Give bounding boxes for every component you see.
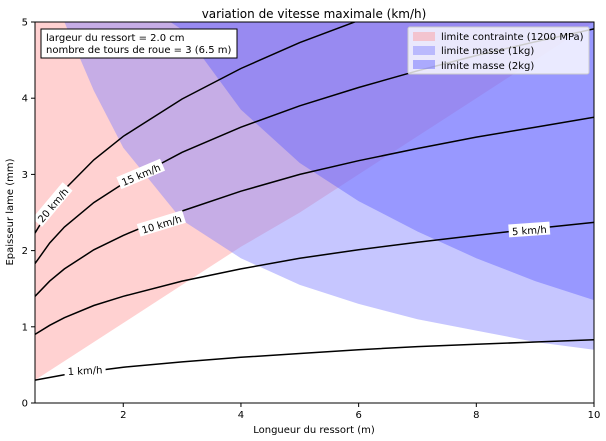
x-tick-label-10: 10 (588, 410, 601, 421)
legend-label-masse-1kg: limite masse (1kg) (441, 46, 534, 57)
annotation-line-1: largeur du ressort = 2.0 cm (46, 33, 185, 44)
legend-label-masse-2kg: limite masse (2kg) (441, 61, 534, 72)
contour-label-1: 1 km/h (67, 365, 102, 378)
x-tick-label-6: 6 (355, 410, 361, 421)
y-tick-label-0: 0 (22, 399, 28, 410)
contour-label-bg-3 (136, 210, 186, 237)
region-2 (64, 22, 594, 350)
annotation-frame (40, 28, 238, 59)
contour-line-2 (35, 221, 594, 336)
legend-frame (407, 26, 590, 75)
y-tick-label-4: 4 (22, 94, 28, 105)
legend-label-contrainte: limite contrainte (1200 MPa) (441, 32, 584, 43)
x-tick-label-8: 8 (473, 410, 479, 421)
chart-title: variation de vitesse maximale (km/h) (202, 7, 427, 21)
x-axis-title: Longueur du ressort (m) (253, 425, 375, 436)
contour-label-group-1: 1 km/h (64, 362, 106, 378)
x-tick-label-2: 2 (120, 410, 126, 421)
legend-swatch-contrainte (413, 32, 435, 41)
contour-label-group-2: 5 km/h (508, 221, 551, 238)
x-tick-label-4: 4 (238, 410, 244, 421)
contour-line-3 (35, 116, 594, 297)
legend-swatch-masse-1kg (413, 46, 435, 55)
contour-label-bg-1 (64, 362, 106, 378)
legend-swatch-masse-2kg (413, 60, 435, 69)
region-3 (170, 22, 594, 301)
plot-frame (34, 21, 595, 404)
contour-label-bg-2 (508, 221, 551, 238)
x-axis: 2 4 6 8 10 (120, 403, 600, 421)
region-1 (35, 22, 594, 381)
y-tick-label-2: 2 (22, 246, 28, 257)
contour-label-2: 5 km/h (512, 225, 547, 238)
annotation-line-2: nombre de tours de roue = 3 (6.5 m) (46, 45, 232, 56)
contour-label-bg-4 (116, 158, 166, 190)
plot-background (35, 22, 594, 403)
plot-area: 1 km/h5 km/h10 km/h15 km/h20 km/h (35, 22, 594, 403)
y-axis-title: Epaisseur lame (mm) (5, 158, 16, 265)
contour-label-bg-5 (35, 182, 73, 227)
legend: limite contrainte (1200 MPa) limite mass… (407, 26, 590, 75)
y-tick-label-1: 1 (22, 322, 28, 333)
annotation-box: largeur du ressort = 2.0 cm nombre de to… (40, 28, 238, 59)
y-axis: 0 1 2 3 4 5 (22, 18, 35, 410)
y-tick-label-3: 3 (22, 170, 28, 181)
y-tick-label-5: 5 (22, 18, 28, 29)
